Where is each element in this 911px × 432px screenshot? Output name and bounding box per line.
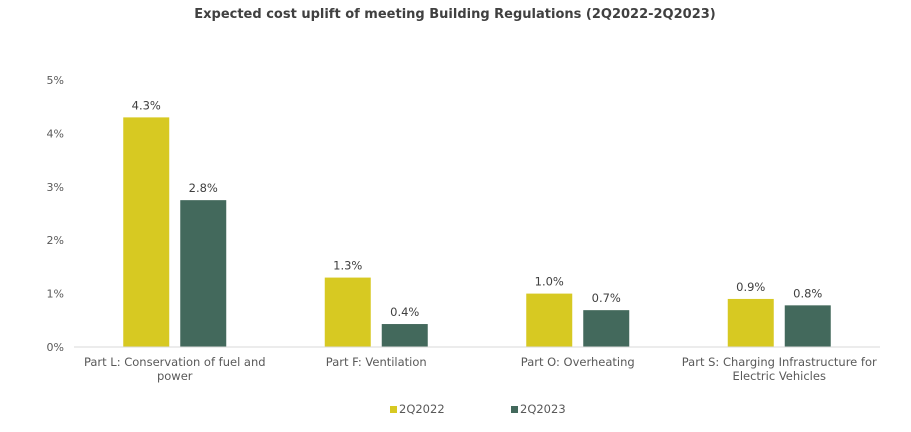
bar-value-label: 0.8%	[793, 286, 822, 300]
bar	[180, 200, 227, 347]
x-tick-label: Part O: Overheating	[521, 355, 635, 369]
x-tick-label: Part F: Ventilation	[326, 355, 427, 369]
y-tick-label: 1%	[47, 288, 64, 301]
bar-value-label: 1.0%	[535, 275, 564, 289]
bar-value-label: 0.7%	[592, 291, 621, 305]
y-tick-label: 0%	[47, 341, 64, 354]
bars	[123, 117, 831, 347]
y-tick-label: 3%	[47, 181, 64, 194]
bar-value-label: 2.8%	[189, 181, 218, 195]
bar	[526, 293, 573, 347]
bar-labels: 4.3% 2.8% 1.3% 0.4% 1.0% 0.7% 0.9% 0.8%	[132, 98, 823, 319]
y-tick-label: 5%	[47, 74, 64, 87]
legend-swatch	[390, 406, 397, 413]
bar	[784, 305, 831, 347]
x-axis: Part L: Conservation of fuel and power Par…	[84, 355, 877, 383]
bar-value-label: 0.4%	[390, 305, 419, 319]
bar	[324, 277, 371, 347]
bar	[727, 298, 774, 347]
legend-swatch	[511, 406, 518, 413]
legend: 2Q2022 2Q2023	[390, 402, 566, 416]
bar-value-label: 0.9%	[736, 280, 765, 294]
y-tick-label: 4%	[47, 127, 64, 140]
bar-value-label: 1.3%	[333, 259, 362, 273]
legend-label: 2Q2023	[520, 402, 566, 416]
bar	[583, 310, 630, 347]
x-tick-label: Part L: Conservation of fuel and power	[84, 355, 266, 383]
chart-title: Expected cost uplift of meeting Building…	[194, 7, 716, 22]
x-tick-label: Part S: Charging Infrastructure for Elect…	[682, 355, 877, 383]
bar-value-label: 4.3%	[132, 98, 161, 112]
legend-label: 2Q2022	[399, 402, 445, 416]
bar	[381, 324, 428, 347]
bar	[123, 117, 170, 347]
y-tick-label: 2%	[47, 234, 64, 247]
y-axis: 0% 1% 2% 3% 4% 5%	[47, 74, 64, 354]
